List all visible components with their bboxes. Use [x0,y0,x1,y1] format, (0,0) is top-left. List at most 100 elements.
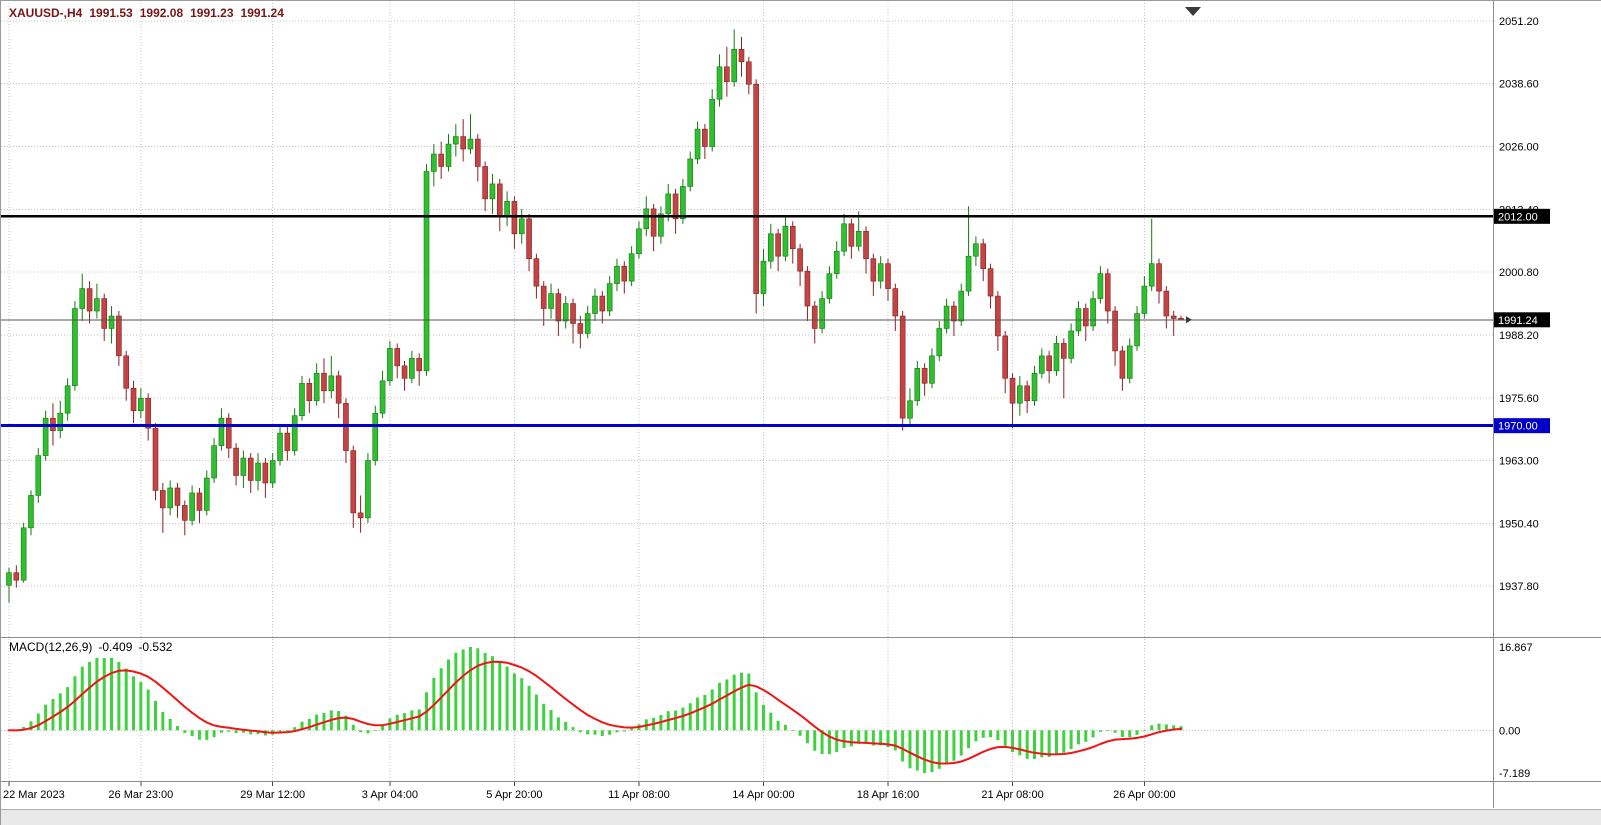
macd-histogram-bar [813,730,817,751]
candle-up [1148,263,1155,287]
macd-histogram-bar [468,647,472,731]
macd-histogram-bar [967,730,971,749]
candle-up [628,253,635,282]
candle-up [423,171,430,372]
candle-down [438,153,444,167]
macd-pane[interactable] [1,639,1493,781]
candle-down [116,315,122,357]
macd-histogram-bar [117,661,121,731]
candle-down [1170,315,1177,319]
macd-histogram-bar [205,730,209,740]
macd-histogram-bar [95,657,99,731]
macd-histogram-bar [110,657,114,731]
candle-up [138,397,144,412]
candle-up [1039,355,1045,374]
candle-up [943,305,950,329]
macd-histogram-bar [29,721,33,731]
macd-histogram-bar [857,730,861,744]
svg-text:1975.60: 1975.60 [1499,393,1539,405]
candle-up [929,355,935,384]
macd-histogram-bar [88,661,92,731]
macd-histogram-bar [44,704,48,731]
macd-histogram-bar [80,666,84,731]
candle-down [987,268,994,297]
svg-text:2038.60: 2038.60 [1499,79,1539,91]
price-badge-2012: 2012.00 [1494,208,1550,224]
candle-up [35,455,42,496]
time-axis[interactable] [1,782,1601,808]
macd-histogram-bar [740,672,743,731]
macd-histogram-bar [732,674,736,731]
chart-shift-marker-icon[interactable] [1185,7,1201,16]
macd-histogram-bar [937,730,941,769]
candle-down [357,512,364,519]
macd-histogram-bar [593,730,597,735]
macd-histogram-bar [307,718,311,731]
svg-text:5 Apr 20:00: 5 Apr 20:00 [486,789,542,801]
candle-down [101,298,108,329]
candle-down [789,225,796,250]
price-axis[interactable] [1493,1,1601,781]
candle-down [672,193,679,220]
candle-down [885,263,891,289]
candle-down [1104,273,1111,312]
macd-histogram-bar [996,730,1000,741]
macd-histogram-bar [439,668,443,731]
macd-histogram-bar [197,730,201,740]
macd-histogram-bar [1157,723,1161,731]
candle-up [277,432,283,461]
low-value: 1991.23 [190,6,234,20]
macd-histogram-bar [842,730,846,748]
candle-down [533,258,540,287]
candle-up [584,313,591,334]
main-chart-pane[interactable] [1,3,1493,635]
macd-histogram-bar [725,679,729,731]
macd-histogram-bar [300,721,304,731]
macd-histogram-bar [1128,730,1132,738]
candle-down [1112,310,1118,352]
macd-histogram-bar [66,687,70,731]
svg-text:22 Mar 2023: 22 Mar 2023 [3,789,65,801]
candle-up [1090,298,1096,327]
macd-histogram-bar [1025,730,1029,759]
candle-up [328,375,335,392]
candle-up [877,263,884,282]
open-value: 1991.53 [89,6,133,20]
macd-histogram-bar [359,730,363,733]
macd-histogram-bar [820,730,824,754]
candle-down [1024,385,1030,402]
macd-histogram-bar [1040,730,1044,758]
macd-histogram-bar [154,701,157,731]
candle-down [980,243,987,269]
macd-histogram-bar [132,676,136,731]
macd-histogram-bar [754,692,758,731]
macd-name: MACD(12,26,9) [9,640,93,654]
macd-histogram-bar [674,710,678,731]
macd-histogram-bar [366,730,370,734]
macd-histogram-bar [1062,730,1066,753]
candle-up [1141,285,1148,314]
svg-text:26 Apr 00:00: 26 Apr 00:00 [1113,789,1175,801]
macd-histogram-bar [146,689,150,731]
candle-down [724,66,730,83]
candle-down [811,305,818,329]
candle-up [189,492,195,521]
candle-up [841,223,847,252]
macd-histogram-bar [783,724,787,731]
macd-histogram-bar [512,673,516,731]
candle-up [548,293,554,309]
pane-separators[interactable] [1,1,1601,808]
candle-up [958,290,965,322]
candle-up [936,328,943,357]
svg-text:0.00: 0.00 [1499,725,1520,737]
macd-indicator-label: MACD(12,26,9) -0.409 -0.532 [9,640,178,654]
macd-signal-line [8,660,1182,765]
candle-up [914,368,921,402]
macd-histogram-bar [190,730,194,736]
macd-histogram-bar [1084,730,1088,742]
macd-histogram-bar [959,730,963,756]
candle-down [1163,290,1170,317]
macd-histogram-bar [212,730,216,738]
macd-histogram-bar [718,682,722,731]
